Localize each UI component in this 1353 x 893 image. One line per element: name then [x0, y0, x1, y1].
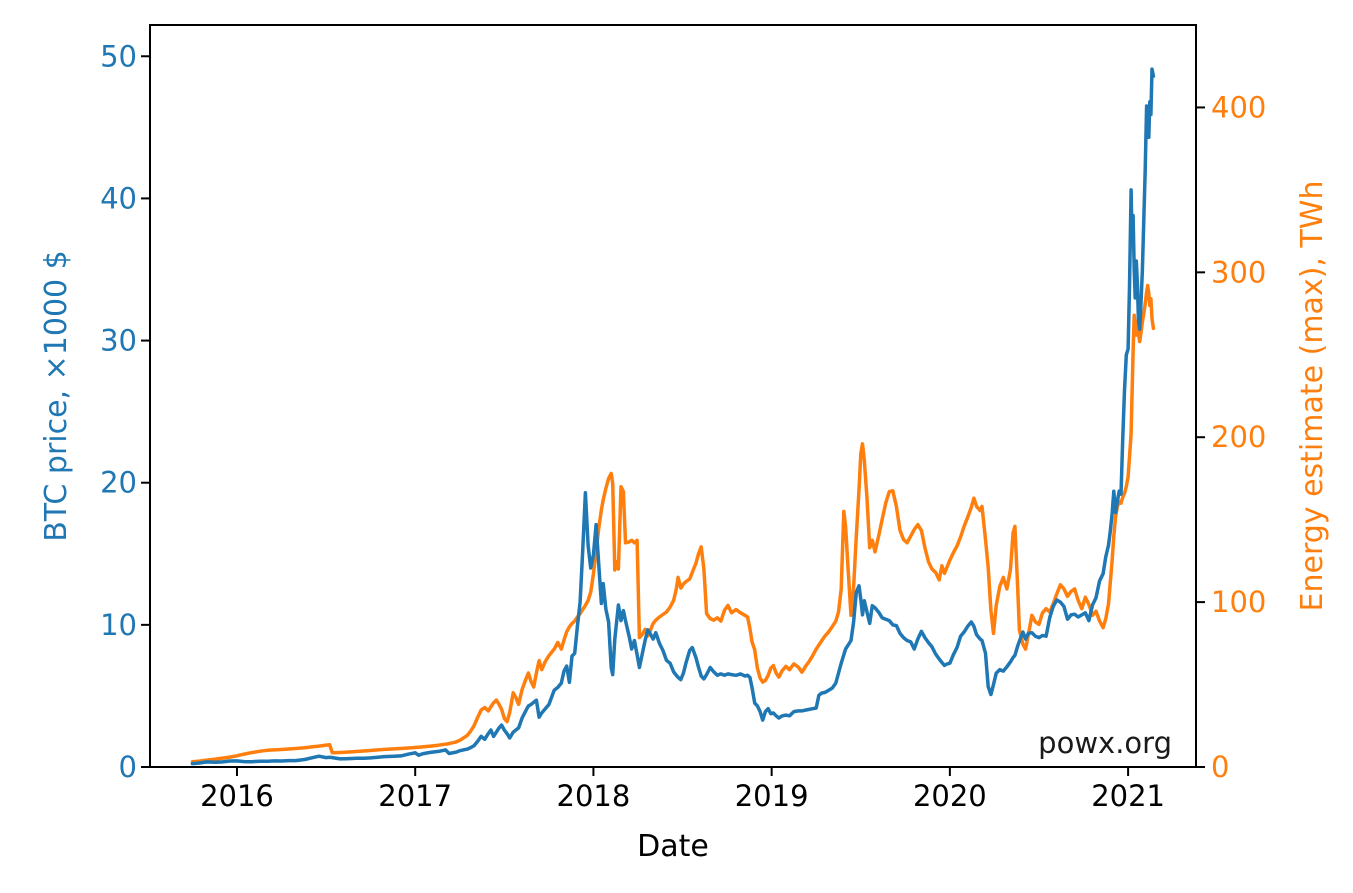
x-axis-label: Date	[637, 829, 709, 864]
y-right-tick-label: 0	[1211, 750, 1229, 784]
watermark-text: powx.org	[1038, 726, 1172, 760]
data-lines	[190, 67, 1156, 766]
plot-frame	[149, 24, 1197, 768]
x-tick-label: 2017	[378, 779, 452, 813]
axis-ticks	[141, 55, 1205, 776]
btc-price-line	[190, 67, 1156, 766]
x-tick-label: 2020	[913, 779, 987, 813]
y-axis-left-label: BTC price, ×1000 $	[39, 250, 74, 541]
y-axis-right-label: Energy estimate (max), TWh	[1295, 181, 1330, 612]
x-tick-label: 2018	[557, 779, 631, 813]
energy-estimate-line	[190, 283, 1156, 764]
y-left-tick-label: 30	[100, 324, 137, 358]
axis-tick-labels: 2016 2017 2018 2019 2020 2021 0 10 20 30 40 50 0 100 2…	[100, 39, 1266, 813]
y-right-tick-label: 200	[1211, 420, 1266, 454]
x-tick-label: 2019	[735, 779, 809, 813]
y-right-tick-label: 100	[1211, 585, 1266, 619]
y-left-tick-label: 10	[100, 608, 137, 642]
y-right-tick-label: 300	[1211, 255, 1266, 289]
x-tick-label: 2021	[1091, 779, 1165, 813]
y-left-tick-label: 50	[100, 39, 137, 73]
y-right-tick-label: 400	[1211, 90, 1266, 124]
x-tick-label: 2016	[200, 779, 274, 813]
y-left-tick-label: 40	[100, 181, 137, 215]
y-left-tick-label: 0	[119, 750, 137, 784]
y-left-tick-label: 20	[100, 466, 137, 500]
